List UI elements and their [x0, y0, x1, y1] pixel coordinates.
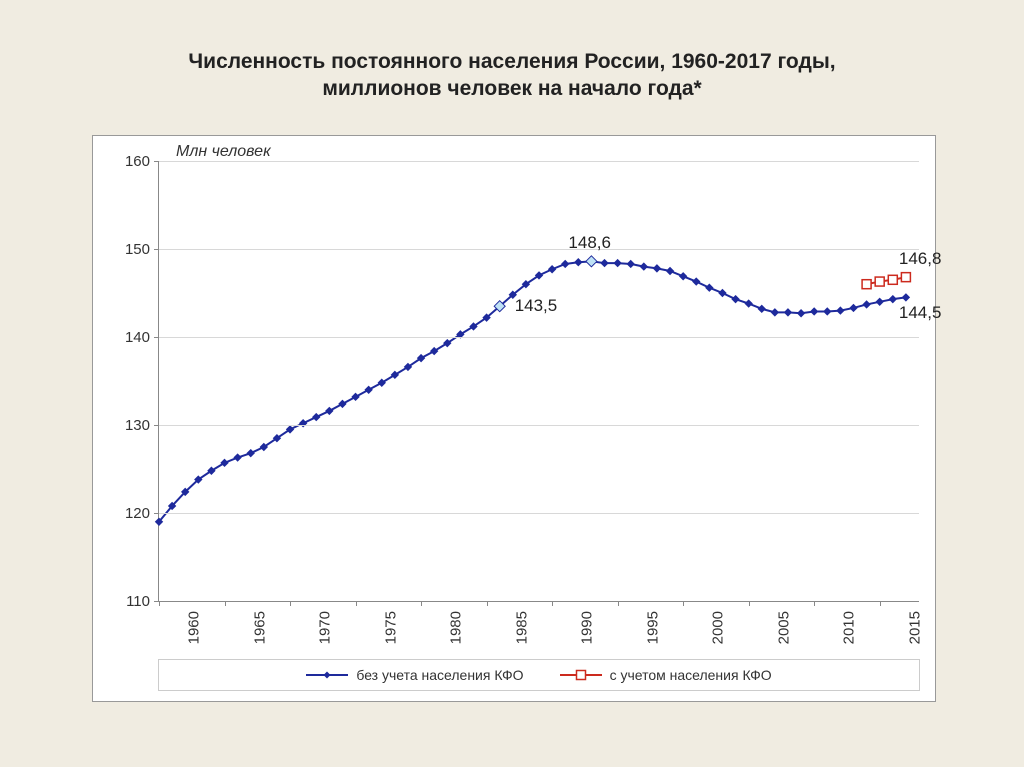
x-tick	[814, 601, 815, 606]
x-tick-label: 1990	[578, 611, 595, 644]
marker-square-open	[875, 277, 884, 286]
x-tick-label: 2000	[710, 611, 727, 644]
y-tick-label: 160	[114, 153, 150, 170]
x-tick	[421, 601, 422, 606]
marker-diamond	[824, 308, 831, 315]
marker-square-open	[901, 273, 910, 282]
data-annotation: 146,8	[899, 249, 942, 269]
gridline	[159, 425, 919, 426]
y-tick	[154, 161, 159, 162]
y-tick-label: 140	[114, 329, 150, 346]
marker-diamond	[693, 278, 700, 285]
chart-svg	[159, 161, 919, 601]
marker-diamond	[784, 309, 791, 316]
gridline	[159, 337, 919, 338]
marker-diamond	[902, 294, 909, 301]
data-annotation: 148,6	[568, 233, 611, 253]
x-tick-label: 1960	[185, 611, 202, 644]
x-tick-label: 2005	[775, 611, 792, 644]
y-tick-label: 110	[114, 593, 150, 610]
y-tick	[154, 425, 159, 426]
x-tick-label: 1965	[251, 611, 268, 644]
x-tick-label: 1975	[382, 611, 399, 644]
x-tick	[159, 601, 160, 606]
marker-diamond	[234, 454, 241, 461]
x-tick-label: 2015	[906, 611, 923, 644]
legend-item-series1: без учета населения КФО	[306, 665, 523, 685]
y-tick-label: 150	[114, 241, 150, 258]
marker-square-open	[862, 280, 871, 289]
data-annotation: 143,5	[515, 296, 558, 316]
marker-diamond	[771, 309, 778, 316]
y-axis-title: Млн человек	[176, 143, 271, 161]
x-tick	[552, 601, 553, 606]
y-tick-label: 120	[114, 505, 150, 522]
y-tick-label: 130	[114, 417, 150, 434]
marker-square-open	[888, 275, 897, 284]
marker-diamond	[313, 414, 320, 421]
x-tick	[880, 601, 881, 606]
marker-diamond	[614, 260, 621, 267]
x-tick	[749, 601, 750, 606]
data-annotation: 144,5	[899, 303, 942, 323]
marker-diamond	[667, 268, 674, 275]
marker-diamond	[680, 273, 687, 280]
marker-diamond	[889, 296, 896, 303]
marker-diamond	[745, 300, 752, 307]
gridline	[159, 249, 919, 250]
series-line	[867, 277, 906, 284]
y-tick	[154, 513, 159, 514]
title-line1: Численность постоянного населения России…	[188, 50, 835, 73]
marker-diamond	[653, 265, 660, 272]
x-tick	[618, 601, 619, 606]
gridline	[159, 161, 919, 162]
chart-frame: Млн человек без учета населения КФО с уче…	[92, 135, 936, 702]
title-line2: миллионов человек на начало года*	[322, 77, 701, 100]
marker-diamond	[850, 304, 857, 311]
marker-diamond	[758, 305, 765, 312]
x-tick	[356, 601, 357, 606]
x-tick-label: 1980	[447, 611, 464, 644]
x-tick-label: 2010	[841, 611, 858, 644]
x-tick-label: 1995	[644, 611, 661, 644]
chart-title: Численность постоянного населения России…	[0, 0, 1024, 103]
marker-diamond	[863, 301, 870, 308]
marker-diamond	[706, 284, 713, 291]
marker-diamond	[811, 308, 818, 315]
y-tick	[154, 249, 159, 250]
x-tick-label: 1985	[513, 611, 530, 644]
legend-item-series2: с учетом населения КФО	[560, 665, 772, 685]
x-tick	[225, 601, 226, 606]
marker-diamond	[586, 256, 597, 267]
marker-diamond	[837, 307, 844, 314]
legend-label-series2: с учетом населения КФО	[610, 667, 772, 683]
x-tick	[290, 601, 291, 606]
marker-diamond	[601, 260, 608, 267]
marker-diamond	[719, 290, 726, 297]
marker-diamond	[575, 259, 582, 266]
x-tick	[487, 601, 488, 606]
gridline	[159, 513, 919, 514]
legend-label-series1: без учета населения КФО	[356, 667, 523, 683]
legend: без учета населения КФО с учетом населени…	[158, 659, 920, 691]
plot-area	[158, 161, 919, 602]
marker-diamond	[798, 310, 805, 317]
marker-diamond	[549, 266, 556, 273]
marker-diamond	[640, 263, 647, 270]
marker-diamond	[247, 450, 254, 457]
marker-diamond	[562, 260, 569, 267]
marker-diamond	[732, 296, 739, 303]
marker-diamond	[627, 260, 634, 267]
marker-diamond	[876, 298, 883, 305]
x-tick-label: 1970	[316, 611, 333, 644]
x-tick	[683, 601, 684, 606]
y-tick	[154, 337, 159, 338]
